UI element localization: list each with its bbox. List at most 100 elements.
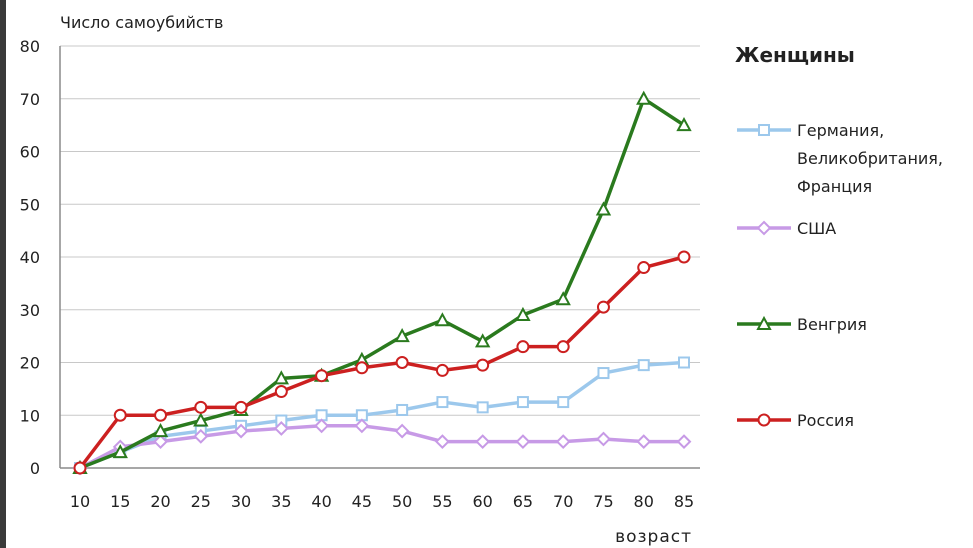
data-point	[556, 340, 570, 354]
data-point	[193, 428, 209, 444]
series-line	[79, 97, 685, 470]
legend-item: Германия, Великобритания, Франция	[737, 121, 943, 196]
data-point	[474, 333, 491, 348]
data-point	[476, 358, 490, 372]
x-tick-label: 60	[472, 492, 492, 511]
series-line	[79, 360, 685, 470]
x-tick-label: 70	[553, 492, 573, 511]
data-point	[73, 461, 87, 475]
data-point	[596, 300, 610, 314]
axes: 0 10 20 30 40 50 60 70 80 10 15 20 25 30 35 40 45 50 55 60 6…	[20, 37, 700, 511]
x-tick-label: 50	[392, 492, 412, 511]
legend-item: Венгрия	[737, 315, 867, 334]
data-point	[636, 90, 652, 105]
x-tick-label: 10	[70, 492, 90, 511]
data-point	[273, 370, 290, 385]
data-point	[676, 434, 692, 450]
legend-item: США	[737, 219, 836, 238]
data-point	[354, 418, 370, 434]
data-point	[595, 201, 612, 216]
data-point	[435, 363, 449, 377]
x-tick-label: 35	[271, 492, 291, 511]
y-tick-label: 60	[20, 143, 40, 162]
series-line	[79, 424, 684, 470]
data-point	[676, 117, 692, 132]
data-point	[113, 408, 127, 422]
data-point	[516, 396, 529, 409]
y-tick-label: 50	[20, 195, 40, 214]
x-tick-label: 45	[352, 492, 372, 511]
data-point	[557, 396, 570, 409]
x-tick-label: 20	[150, 492, 170, 511]
data-point	[515, 306, 531, 322]
data-point	[153, 434, 168, 450]
data-point	[396, 403, 409, 416]
series-line	[78, 255, 685, 470]
data-point	[434, 434, 450, 450]
legend-label: Венгрия	[797, 315, 867, 334]
data-point	[555, 434, 571, 450]
y-tick-label: 80	[20, 37, 40, 56]
legend-marker	[757, 413, 771, 427]
legend-label: Великобритания,	[797, 149, 943, 168]
x-tick-label: 55	[432, 492, 452, 511]
x-tick-label: 30	[231, 492, 251, 511]
x-tick-label: 85	[674, 492, 694, 511]
data-point	[637, 359, 650, 372]
data-point	[234, 400, 248, 414]
data-point	[112, 444, 128, 459]
data-point	[152, 422, 169, 438]
x-axis-title: возраст	[615, 527, 692, 547]
data-point	[273, 421, 289, 436]
data-point	[434, 312, 451, 327]
x-tick-label: 80	[634, 492, 654, 511]
y-tick-label: 0	[30, 459, 40, 478]
x-tick-label: 15	[110, 492, 130, 511]
data-point	[274, 385, 288, 399]
y-tick-label: 30	[20, 301, 40, 320]
frame-border	[0, 0, 6, 548]
data-point	[193, 412, 209, 427]
data-point	[476, 401, 489, 414]
data-point	[678, 356, 690, 369]
x-tick-label: 40	[311, 492, 331, 511]
legend-marker	[756, 315, 772, 330]
data-point	[637, 261, 651, 275]
x-tick-label: 25	[191, 492, 211, 511]
data-point	[315, 369, 329, 383]
legend-label: Россия	[797, 411, 854, 430]
data-point	[394, 423, 410, 439]
chart-title: Женщины	[735, 43, 855, 67]
y-tick-label: 70	[20, 90, 40, 109]
legend-marker	[756, 220, 772, 236]
legend-label: США	[797, 219, 836, 238]
y-tick-label: 10	[20, 406, 40, 425]
data-point	[395, 356, 409, 369]
data-point	[154, 408, 168, 422]
x-tick-label: 75	[593, 492, 613, 511]
legend-item: Россия	[737, 411, 854, 430]
y-tick-label: 20	[20, 354, 40, 373]
data-point	[516, 340, 530, 354]
data-point	[597, 367, 610, 380]
data-point	[394, 328, 410, 343]
grid	[60, 45, 700, 416]
data-point	[515, 434, 531, 450]
data-point	[314, 418, 330, 434]
data-point	[355, 361, 369, 375]
data-point	[596, 431, 611, 447]
data-point	[233, 423, 249, 439]
data-point	[677, 250, 691, 264]
y-axis-title: Число самоубийств	[60, 13, 223, 32]
series-lines	[72, 90, 692, 476]
x-tick-label: 65	[513, 492, 533, 511]
legend-label: Франция	[797, 177, 872, 196]
data-point	[436, 396, 449, 409]
data-point	[475, 434, 491, 450]
data-point	[194, 400, 208, 414]
legend-label: Германия,	[797, 121, 884, 140]
data-point	[555, 291, 571, 306]
legend-marker	[758, 124, 770, 136]
